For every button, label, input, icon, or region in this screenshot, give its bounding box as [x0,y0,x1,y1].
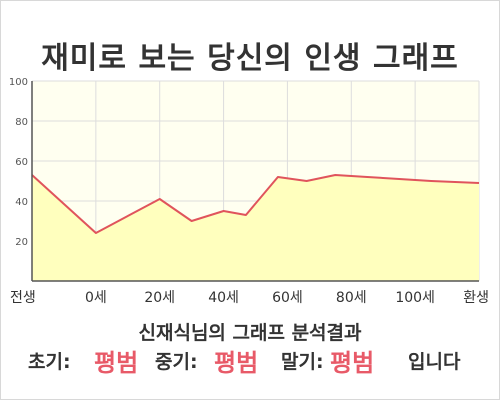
y-tick-label: 40 [15,197,28,208]
axes [31,81,479,282]
series-line [31,174,480,234]
result-mid-value: 평범 [214,349,259,377]
result-late-value: 평범 [330,349,375,377]
x-tick-label: 20세 [144,290,175,306]
y-tick-label: 20 [15,237,28,248]
result-suffix: 입니다 [408,351,461,373]
page-title: 재미로 보는 당신의 인생 그래프 [41,41,459,76]
analysis-subtitle: 신재식님의 그래프 분석결과 [138,322,362,344]
y-tick-label: 80 [15,117,28,128]
result-early-value: 평범 [94,349,139,377]
result-mid-label: 중기: [155,351,198,373]
x-tick-label: 100세 [395,290,435,306]
x-tick-label: 환생 [463,290,489,306]
x-tick-label: 40세 [208,290,239,306]
y-tick-label: 60 [15,157,28,168]
result-early-label: 초기: [28,351,71,373]
area-fill [32,175,479,281]
result-late-label: 말기: [281,351,324,373]
x-tick-label: 전생 [10,290,36,306]
x-tick-labels: 전생 0세 20세 40세 60세 80세 100세 환생 [10,290,489,306]
x-tick-label: 0세 [85,290,107,306]
y-tick-labels: 20 40 60 80 100 [9,77,28,248]
x-tick-label: 80세 [336,290,367,306]
y-tick-label: 100 [9,77,28,88]
x-tick-label: 60세 [272,290,303,306]
